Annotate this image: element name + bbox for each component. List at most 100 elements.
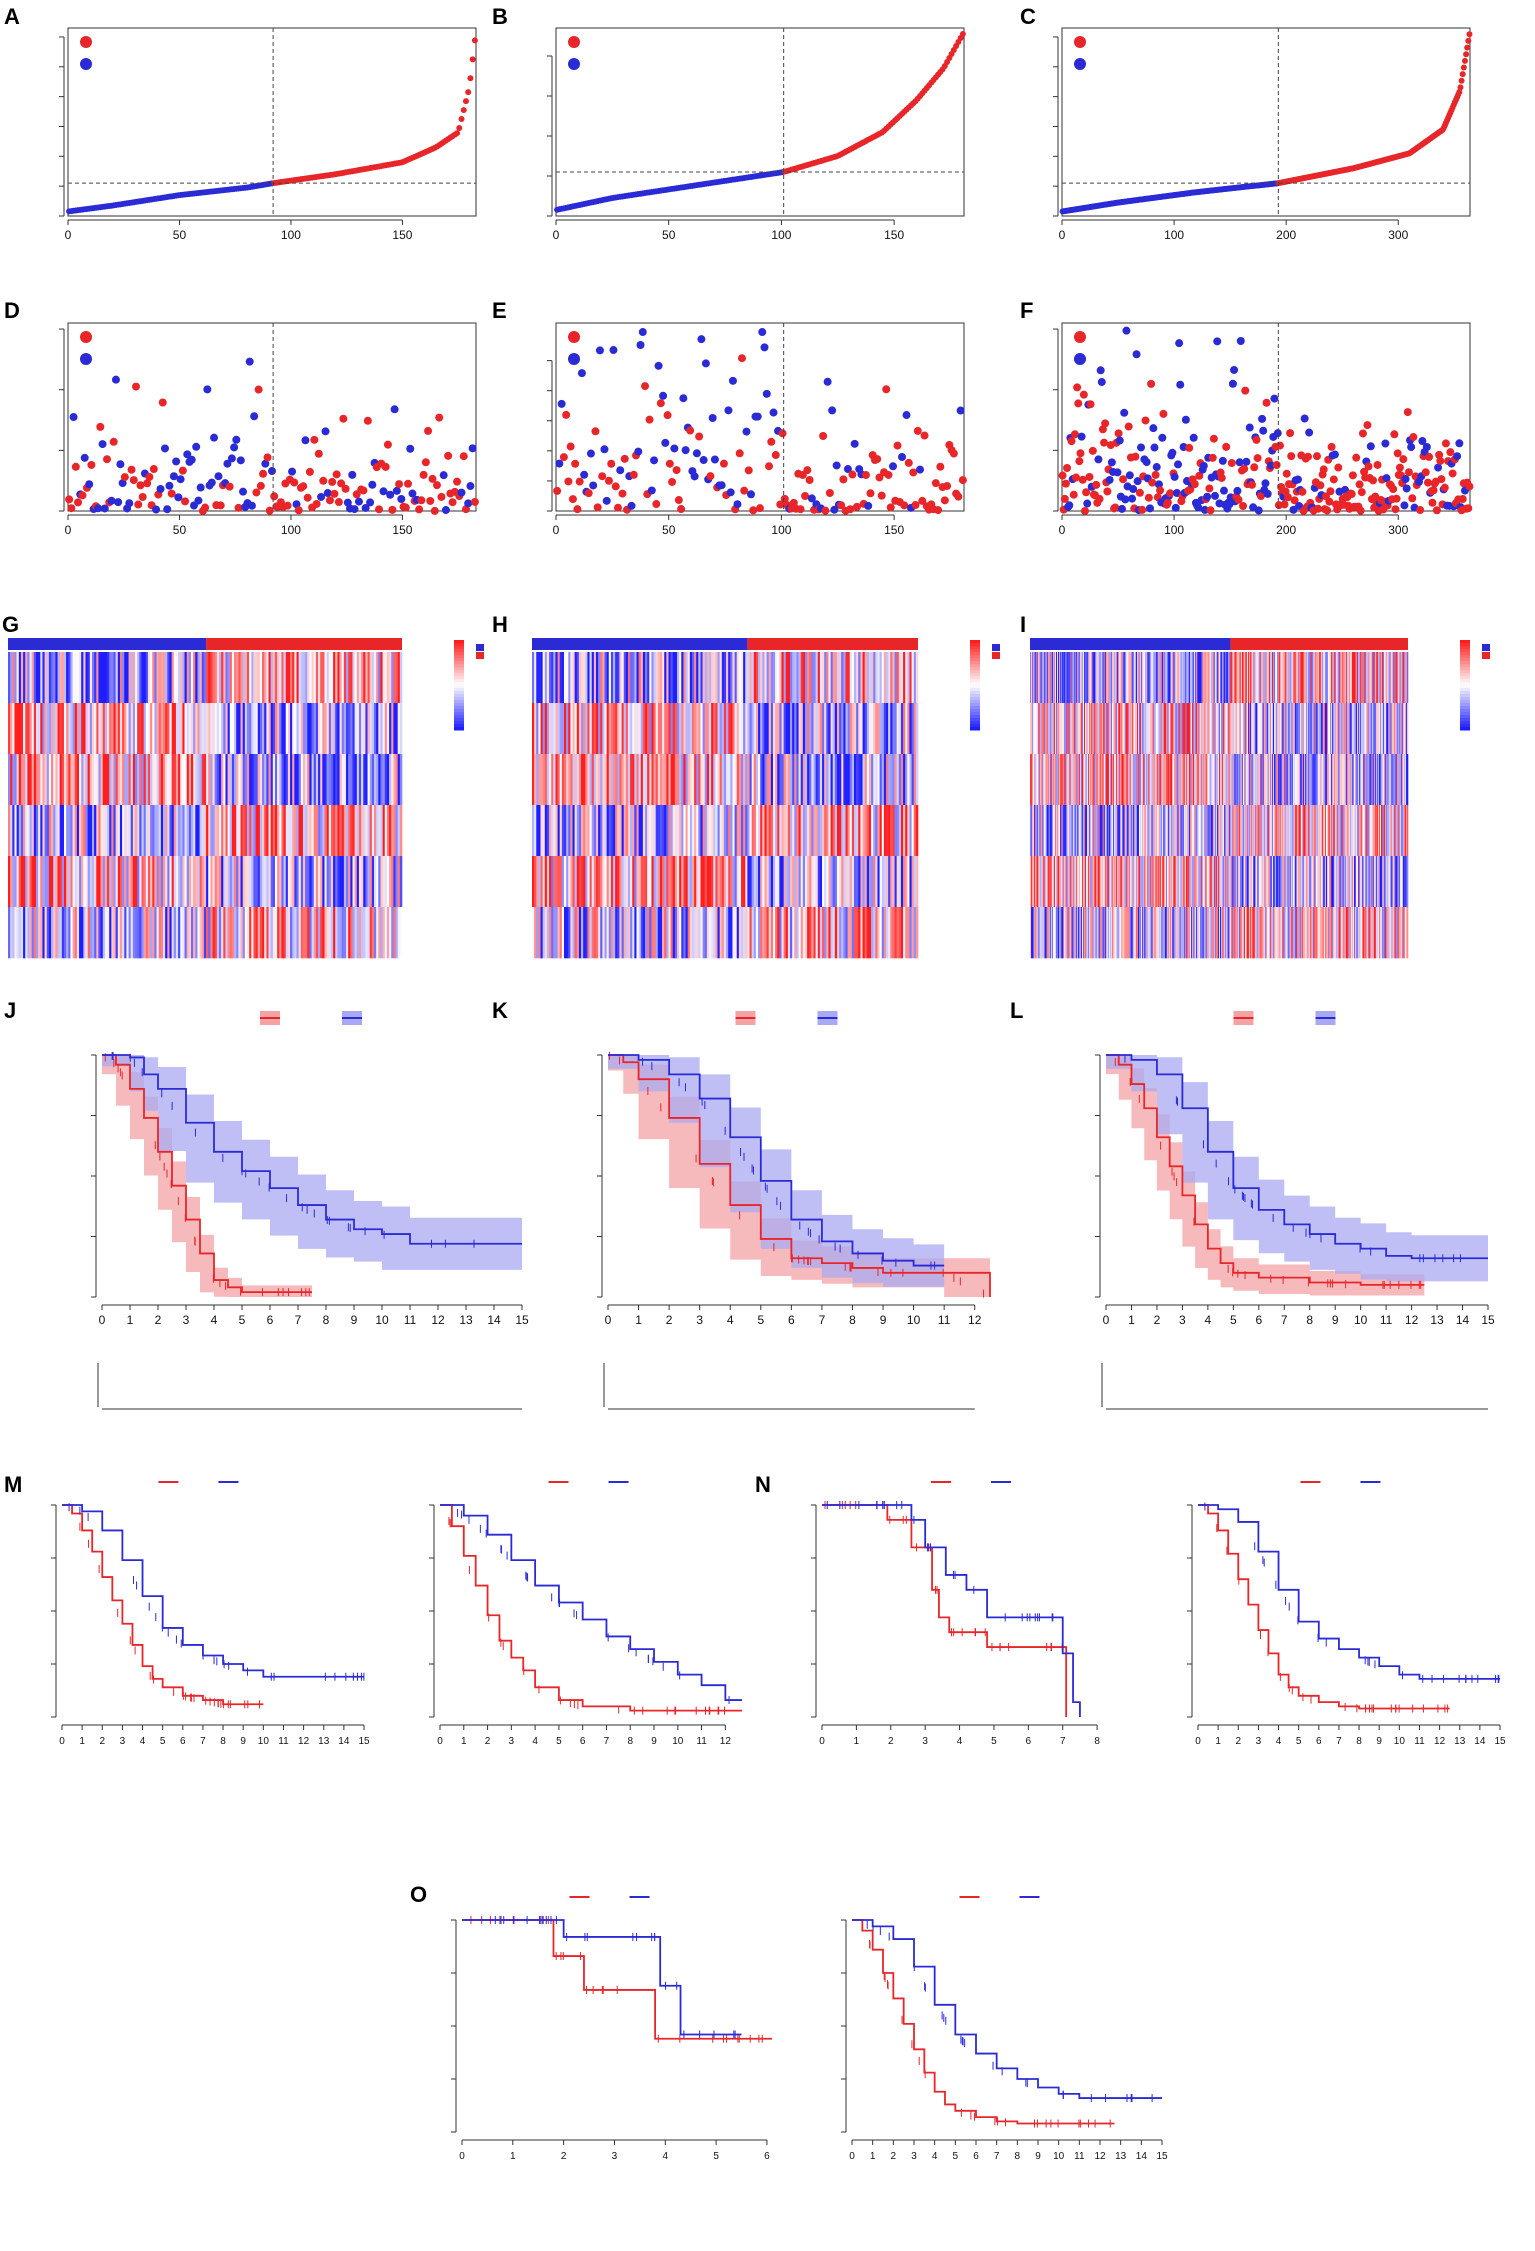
heat-cell xyxy=(736,652,740,704)
heat-cell xyxy=(89,856,93,908)
heat-cell xyxy=(363,907,366,959)
heat-cell xyxy=(328,907,332,959)
heat-cell xyxy=(313,856,317,908)
heat-cell xyxy=(318,754,321,806)
dead-point xyxy=(1073,383,1082,392)
heat-cell xyxy=(758,652,761,704)
heat-cell xyxy=(76,856,80,908)
heat-cell xyxy=(589,703,593,755)
dead-point xyxy=(428,474,437,483)
heat-cell xyxy=(158,754,162,806)
alive-point xyxy=(650,456,659,465)
heat-cell xyxy=(839,805,842,857)
dead-point xyxy=(618,489,627,498)
dead-point xyxy=(1080,506,1089,515)
heat-cell xyxy=(147,805,151,857)
alive-point xyxy=(397,495,406,504)
heat-cell xyxy=(866,754,870,806)
heat-cell xyxy=(587,805,590,857)
heat-cell xyxy=(602,805,605,857)
heat-cell xyxy=(621,652,625,704)
heat-cell xyxy=(811,856,814,908)
heat-cell xyxy=(585,907,588,959)
heat-cell xyxy=(356,754,360,806)
heat-cell xyxy=(277,805,280,857)
heat-cell xyxy=(915,754,919,806)
dead-point xyxy=(931,479,940,488)
heat-cell xyxy=(300,805,304,857)
heat-cell xyxy=(807,856,810,908)
heat-cell xyxy=(102,805,106,857)
heat-cell xyxy=(804,652,808,704)
heat-cell xyxy=(206,703,209,755)
heat-cell xyxy=(638,805,642,857)
heat-cell xyxy=(598,856,601,908)
heat-cell xyxy=(873,652,876,704)
heat-cell xyxy=(8,805,11,857)
heat-cell xyxy=(585,856,588,908)
alive-point xyxy=(843,465,852,474)
heat-cell xyxy=(328,652,332,704)
heat-cell xyxy=(894,856,897,908)
dead-point xyxy=(1282,469,1291,478)
heat-cell xyxy=(191,856,194,908)
heat-cell xyxy=(70,805,73,857)
heat-cell xyxy=(796,805,799,857)
heat-cell xyxy=(866,907,870,959)
heat-cell xyxy=(171,754,175,806)
heat-cell xyxy=(225,754,228,806)
heat-cell xyxy=(807,703,810,755)
heat-cell xyxy=(538,805,541,857)
heat-cell xyxy=(830,907,833,959)
heat-cell xyxy=(104,754,108,806)
dead-point xyxy=(1209,434,1218,443)
heat-cell xyxy=(632,703,635,755)
heat-cell xyxy=(572,805,575,857)
heat-cell xyxy=(191,703,194,755)
heat-cell xyxy=(122,754,125,806)
heat-cell xyxy=(178,703,181,755)
heat-cell xyxy=(242,652,246,704)
heat-cell xyxy=(386,907,390,959)
heat-cell xyxy=(572,754,575,806)
heat-cell xyxy=(636,652,639,704)
heat-cell xyxy=(206,856,209,908)
heat-cell xyxy=(858,652,861,704)
heat-cell xyxy=(374,703,377,755)
heat-cell xyxy=(683,856,686,908)
heat-cell xyxy=(851,754,855,806)
heat-cell xyxy=(59,652,63,704)
heat-cell xyxy=(115,754,119,806)
alive-point xyxy=(196,483,205,492)
heat-cell xyxy=(102,652,106,704)
heat-cell xyxy=(843,754,846,806)
heat-cell xyxy=(199,856,203,908)
heat-cell xyxy=(274,907,278,959)
heat-cell xyxy=(83,703,86,755)
heat-cell xyxy=(702,805,706,857)
x-tick-label: 0 xyxy=(553,523,560,537)
heat-cell xyxy=(860,754,863,806)
heat-cell xyxy=(608,856,612,908)
dead-point xyxy=(737,354,746,363)
heat-cell xyxy=(600,754,603,806)
heat-cell xyxy=(180,805,183,857)
heat-cell xyxy=(538,856,541,908)
dead-point xyxy=(435,413,444,422)
heat-cell xyxy=(598,652,601,704)
heat-cell xyxy=(559,754,563,806)
heat-cell xyxy=(302,703,306,755)
heat-cell xyxy=(365,703,368,755)
legend-alive-marker xyxy=(568,353,580,365)
heat-cell xyxy=(766,805,770,857)
heat-cell xyxy=(326,907,330,959)
heat-cell xyxy=(557,652,561,704)
heat-cell xyxy=(147,907,151,959)
high-risk-point xyxy=(462,98,469,105)
dead-point xyxy=(672,466,681,475)
heat-cell xyxy=(227,805,231,857)
heat-cell xyxy=(70,754,73,806)
heat-cell xyxy=(249,907,252,959)
x-tick-label: 200 xyxy=(1276,523,1296,537)
heat-cell xyxy=(555,805,558,857)
